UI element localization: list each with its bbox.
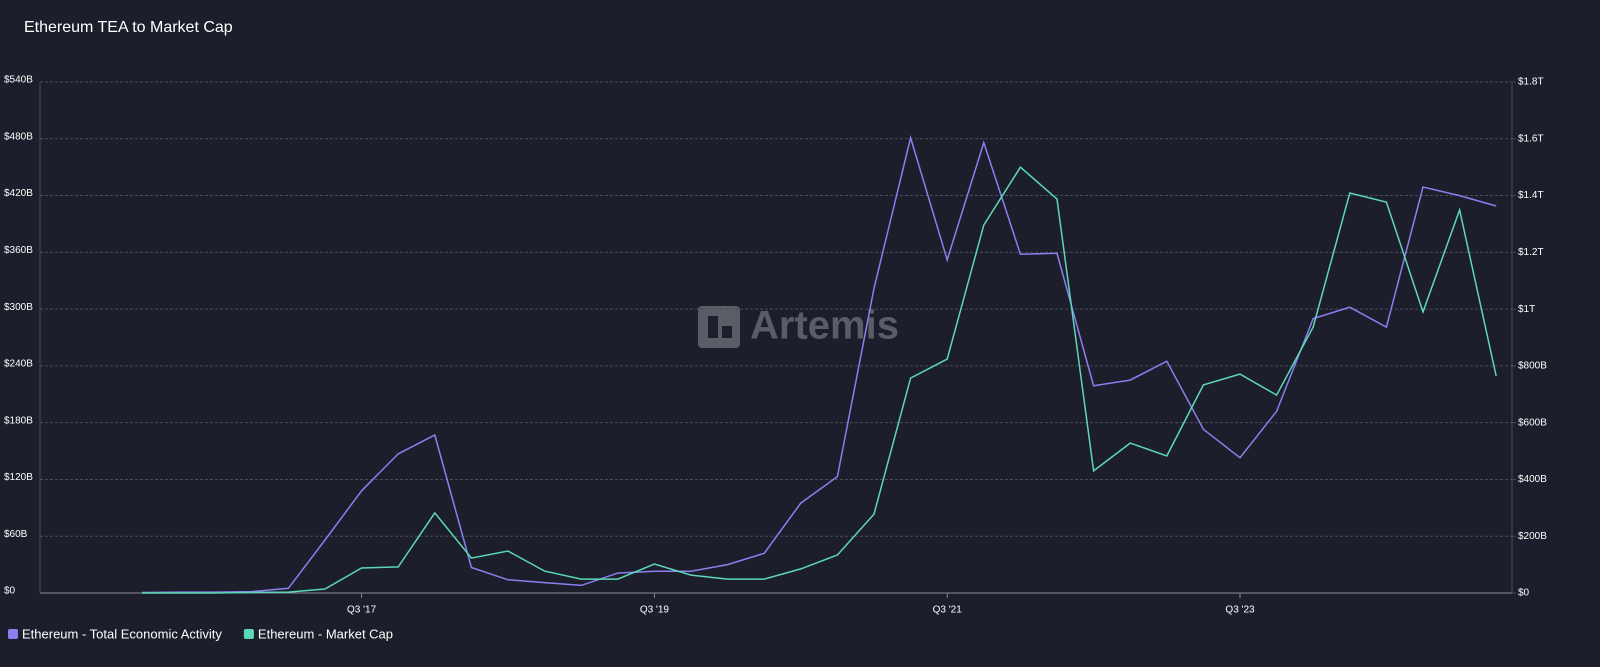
- watermark-logo-cut: [722, 326, 732, 338]
- y2-tick-label: $200B: [1518, 531, 1547, 542]
- y2-tick-label: $1.2T: [1518, 247, 1544, 258]
- legend-label: Ethereum - Market Cap: [258, 626, 393, 641]
- line-series: [141, 134, 1497, 594]
- y-tick-label: $120B: [4, 472, 33, 483]
- legend-swatch: [8, 629, 18, 639]
- y-tick-label: $480B: [4, 131, 33, 142]
- y-tick-label: $0: [4, 586, 16, 597]
- y-tick-label: $180B: [4, 415, 33, 426]
- y2-tick-label: $400B: [1518, 474, 1547, 485]
- line-series: [142, 166, 1497, 594]
- watermark-logo: [698, 306, 740, 348]
- y2-tick-label: $1.4T: [1518, 190, 1544, 201]
- y-tick-label: $540B: [4, 75, 33, 86]
- y2-tick-label: $1T: [1518, 304, 1535, 315]
- x-tick-label: Q3 '19: [640, 605, 670, 616]
- y-tick-label: $60B: [4, 529, 28, 540]
- legend-label: Ethereum - Total Economic Activity: [22, 626, 222, 641]
- y2-tick-label: $1.8T: [1518, 77, 1544, 88]
- chart-title: Ethereum TEA to Market Cap: [24, 19, 233, 36]
- legend-swatch: [243, 629, 254, 639]
- y-tick-label: $420B: [4, 188, 33, 199]
- y2-tick-label: $0: [1518, 588, 1530, 599]
- watermark-text: Artemis: [750, 304, 899, 348]
- y2-tick-label: $1.6T: [1518, 133, 1544, 144]
- watermark-logo-cut: [708, 316, 718, 338]
- x-tick-label: Q3 '21: [933, 605, 963, 616]
- y2-tick-label: $800B: [1518, 361, 1547, 372]
- watermark: Artemis: [698, 304, 899, 348]
- x-tick-label: Q3 '23: [1225, 605, 1255, 616]
- x-tick-label: Q3 '17: [347, 605, 377, 616]
- y-tick-label: $360B: [4, 245, 33, 256]
- y-tick-label: $300B: [4, 302, 33, 313]
- y2-tick-label: $600B: [1518, 417, 1547, 428]
- y-tick-label: $240B: [4, 359, 33, 370]
